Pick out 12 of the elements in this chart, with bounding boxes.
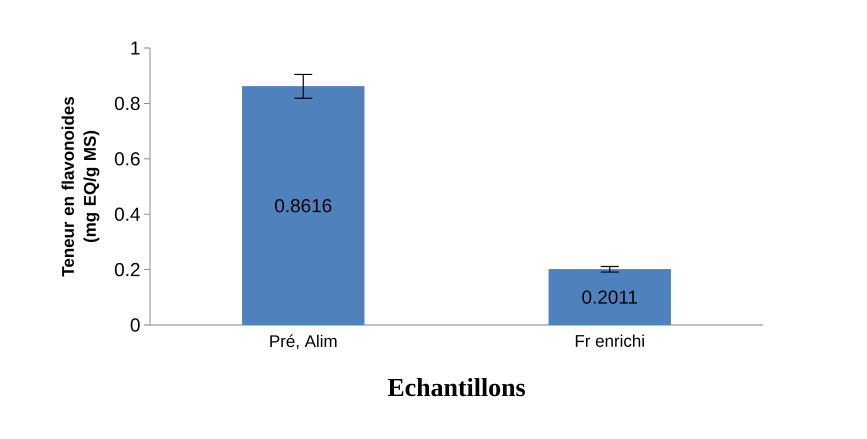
data-label: 0.2011 — [582, 290, 638, 304]
data-label: 0.8616 — [275, 198, 332, 212]
y-tick-label: 0.2 — [114, 262, 140, 276]
y-tick-label: 0.8 — [114, 96, 140, 110]
x-axis-title: Echantillons — [388, 378, 525, 396]
y-tick-label: 0.6 — [114, 152, 140, 166]
x-tick-label: Pré, Alim — [270, 334, 336, 350]
y-axis-title: Teneur en flavonoides (mg EQ/g MS) — [62, 97, 100, 276]
x-tick-label: Fr enrichi — [576, 334, 644, 347]
y-tick-label: 0 — [130, 318, 140, 332]
y-tick-label: 0.4 — [114, 207, 140, 221]
y-tick-label: 1 — [131, 41, 140, 55]
